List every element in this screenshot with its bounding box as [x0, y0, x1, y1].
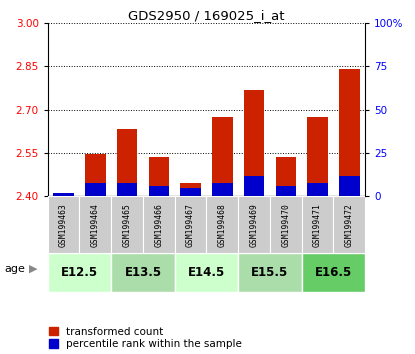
Bar: [307, 117, 328, 196]
Bar: [244, 90, 264, 196]
Text: E13.5: E13.5: [124, 266, 161, 279]
Bar: [207, 196, 238, 253]
Text: GSM199469: GSM199469: [249, 203, 259, 247]
Bar: [85, 183, 106, 196]
Bar: [48, 196, 80, 253]
Text: GSM199471: GSM199471: [313, 203, 322, 247]
Bar: [180, 188, 201, 196]
Bar: [302, 253, 365, 292]
Bar: [212, 183, 233, 196]
Bar: [238, 196, 270, 253]
Bar: [270, 196, 302, 253]
Text: GSM199466: GSM199466: [154, 203, 164, 247]
Bar: [53, 195, 74, 196]
Bar: [339, 176, 360, 196]
Text: age: age: [4, 264, 25, 274]
Bar: [149, 158, 169, 196]
Text: E15.5: E15.5: [251, 266, 288, 279]
Text: GSM199472: GSM199472: [345, 203, 354, 247]
Bar: [307, 183, 328, 196]
Bar: [85, 154, 106, 196]
Bar: [53, 193, 74, 196]
Bar: [212, 117, 233, 196]
Legend: transformed count, percentile rank within the sample: transformed count, percentile rank withi…: [49, 327, 242, 349]
Bar: [117, 129, 137, 196]
Bar: [244, 176, 264, 196]
Bar: [302, 196, 334, 253]
Bar: [111, 196, 143, 253]
Bar: [175, 253, 238, 292]
Bar: [339, 69, 360, 196]
Bar: [149, 186, 169, 196]
Text: GSM199468: GSM199468: [218, 203, 227, 247]
Bar: [48, 253, 111, 292]
Bar: [80, 196, 111, 253]
Bar: [143, 196, 175, 253]
Bar: [276, 186, 296, 196]
Text: ▶: ▶: [29, 264, 37, 274]
Bar: [111, 253, 175, 292]
Bar: [276, 158, 296, 196]
Bar: [238, 253, 302, 292]
Text: E12.5: E12.5: [61, 266, 98, 279]
Text: GSM199470: GSM199470: [281, 203, 290, 247]
Text: GSM199467: GSM199467: [186, 203, 195, 247]
Text: GSM199465: GSM199465: [122, 203, 132, 247]
Bar: [175, 196, 207, 253]
Title: GDS2950 / 169025_i_at: GDS2950 / 169025_i_at: [128, 9, 285, 22]
Bar: [117, 183, 137, 196]
Bar: [333, 196, 365, 253]
Text: E16.5: E16.5: [315, 266, 352, 279]
Text: GSM199463: GSM199463: [59, 203, 68, 247]
Bar: [180, 183, 201, 196]
Text: E14.5: E14.5: [188, 266, 225, 279]
Text: GSM199464: GSM199464: [91, 203, 100, 247]
